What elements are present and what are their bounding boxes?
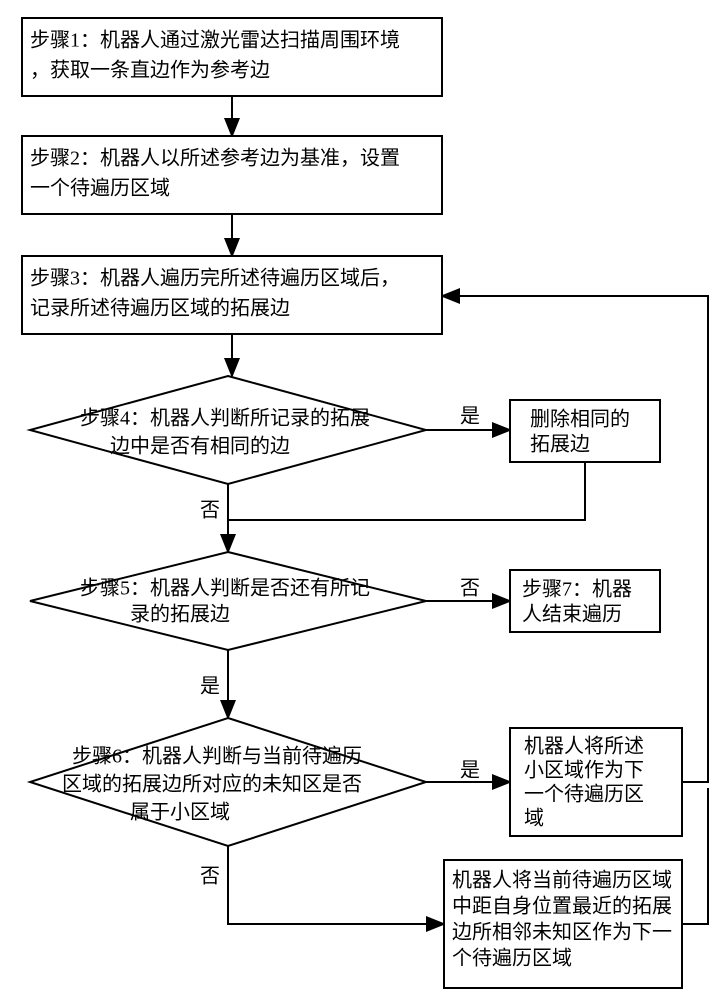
node-text-d5-0: 步骤5：机器人判断是否还有所记 bbox=[80, 577, 370, 600]
node-text-s2-1: 一个待遍历区域 bbox=[30, 177, 170, 200]
connector-l4merge bbox=[228, 462, 585, 520]
node-r5: 步骤7：机器人结束遍历 bbox=[510, 570, 660, 632]
node-d4: 步骤4：机器人判断所记录的拓展边中是否有相同的边 bbox=[30, 376, 426, 484]
node-shape-d4 bbox=[30, 376, 426, 484]
node-text-d6-0: 步骤6：机器人判断与当前待遍历 bbox=[72, 745, 362, 768]
edge-label-no5: 否 bbox=[460, 578, 480, 600]
node-text-r6a-3: 域 bbox=[524, 807, 544, 830]
node-d6: 步骤6：机器人判断与当前待遍历区域的拓展边所对应的未知区是否属于小区域 bbox=[30, 718, 426, 846]
node-s3: 步骤3：机器人遍历完所述待遍历区域后， 记录所述待遍历区域的拓展边 bbox=[22, 256, 442, 334]
node-text-r6b-3: 个待遍历区域 bbox=[452, 947, 572, 970]
arrow-aLoop2_branch bbox=[682, 788, 708, 924]
node-text-d6-1: 区域的拓展边所对应的未知区是否 bbox=[62, 773, 362, 796]
arrow-aLoop1 bbox=[442, 296, 708, 782]
arrow-a6n bbox=[228, 846, 444, 924]
flowchart-canvas: 步骤1：机器人通过激光雷达扫描周围环境 ，获取一条直边作为参考边步骤2：机器人以所… bbox=[0, 0, 724, 1000]
node-text-s2-0: 步骤2：机器人以所述参考边为基准，设置 bbox=[30, 147, 400, 170]
node-text-d4-1: 边中是否有相同的边 bbox=[110, 435, 290, 458]
node-r4: 删除相同的拓展边 bbox=[510, 400, 660, 462]
node-s2: 步骤2：机器人以所述参考边为基准，设置一个待遍历区域 bbox=[22, 136, 442, 214]
node-text-r5-1: 人结束遍历 bbox=[522, 603, 622, 626]
edge-label-yes5: 是 bbox=[200, 676, 220, 698]
edge-label-yes6: 是 bbox=[460, 760, 480, 782]
node-text-r4-0: 删除相同的 bbox=[530, 408, 630, 431]
node-text-r4-1: 拓展边 bbox=[530, 433, 590, 456]
node-r6a: 机器人将所述小区域作为下一个待遍历区域 bbox=[510, 728, 682, 836]
node-text-r6a-1: 小区域作为下 bbox=[524, 759, 644, 782]
node-text-d5-1: 录的拓展边 bbox=[130, 603, 230, 626]
node-s1: 步骤1：机器人通过激光雷达扫描周围环境 ，获取一条直边作为参考边 bbox=[22, 18, 442, 96]
node-text-r6a-2: 一个待遍历区 bbox=[524, 783, 644, 806]
node-text-d6-2: 属于小区域 bbox=[130, 801, 230, 824]
node-text-s3-1: 记录所述待遍历区域的拓展边 bbox=[30, 297, 290, 320]
node-text-s1-0: 步骤1：机器人通过激光雷达扫描周围环境 bbox=[30, 29, 400, 52]
edge-label-no4: 否 bbox=[200, 500, 220, 522]
edge-label-yes4: 是 bbox=[460, 406, 480, 428]
node-text-r6b-2: 边所相邻未知区作为下一 bbox=[452, 921, 672, 944]
node-text-s3-0: 步骤3：机器人遍历完所述待遍历区域后， bbox=[30, 267, 400, 290]
node-shape-d5 bbox=[30, 552, 426, 650]
node-text-s1-1: ，获取一条直边作为参考边 bbox=[30, 59, 270, 82]
node-r6b: 机器人将当前待遍历区域中距自身位置最近的拓展边所相邻未知区作为下一个待遍历区域 bbox=[444, 860, 682, 988]
node-d5: 步骤5：机器人判断是否还有所记录的拓展边 bbox=[30, 552, 426, 650]
node-text-r5-0: 步骤7：机器 bbox=[522, 578, 632, 601]
node-text-r6b-1: 中距自身位置最近的拓展 bbox=[452, 895, 672, 918]
node-text-d4-0: 步骤4：机器人判断所记录的拓展 bbox=[80, 407, 370, 430]
edge-label-no6: 否 bbox=[200, 866, 220, 888]
node-text-r6a-0: 机器人将所述 bbox=[524, 735, 644, 758]
node-text-r6b-0: 机器人将当前待遍历区域 bbox=[452, 869, 672, 892]
